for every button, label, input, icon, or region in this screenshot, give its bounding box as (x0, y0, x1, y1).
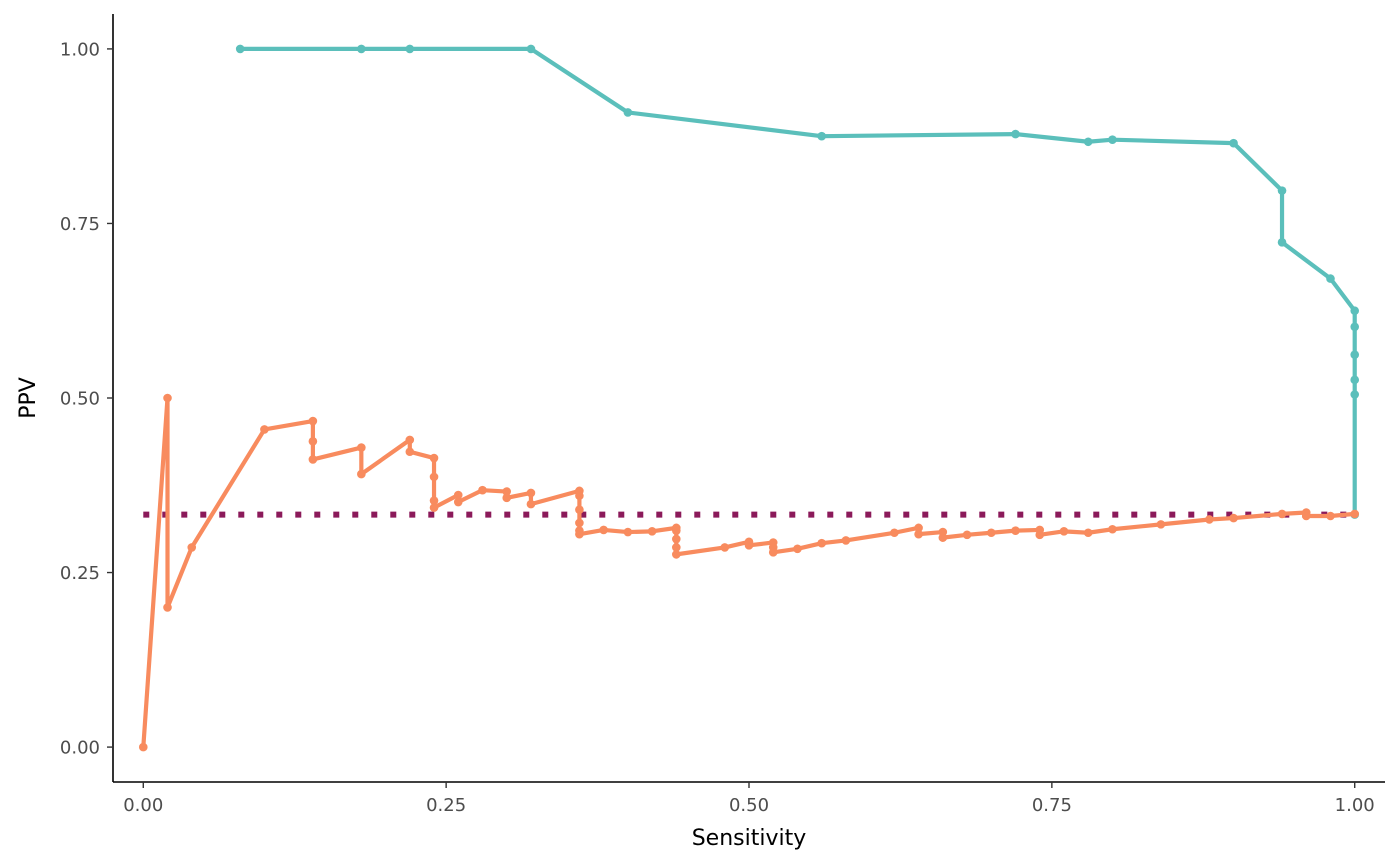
data-point (405, 435, 415, 445)
data-point (429, 503, 439, 512)
series-layer (138, 44, 1360, 752)
series-line (238, 46, 1357, 517)
data-point (478, 485, 487, 495)
y-axis-title: PPV (16, 377, 41, 419)
data-point (1326, 511, 1335, 521)
data-point (647, 527, 657, 536)
data-point (962, 530, 972, 540)
data-point (672, 526, 681, 535)
data-point (914, 529, 923, 539)
data-point (817, 131, 826, 141)
data-point (986, 528, 996, 538)
data-point (235, 44, 245, 54)
data-point (1350, 350, 1360, 360)
data-point (672, 534, 681, 544)
data-point (1108, 135, 1117, 144)
data-point (1035, 530, 1045, 540)
data-point (672, 550, 681, 559)
data-point (526, 44, 536, 54)
x-tick-label: 0.00 (123, 795, 163, 816)
data-point (1350, 390, 1360, 399)
data-point (1350, 322, 1360, 332)
series-2 (138, 393, 1360, 752)
data-point (599, 525, 608, 535)
data-point (575, 505, 584, 515)
y-axis-ticks: 0.00 0.25 0.50 0.75 1.00 (60, 39, 113, 759)
data-point (720, 543, 730, 552)
data-point (1277, 186, 1287, 195)
data-point (793, 544, 802, 554)
data-point (357, 469, 366, 479)
data-point (672, 543, 681, 552)
data-point (163, 603, 172, 612)
data-point (1277, 509, 1287, 519)
y-tick-label: 0.25 (60, 563, 100, 584)
data-point (1205, 515, 1214, 524)
data-point (623, 108, 633, 117)
data-point (357, 443, 366, 452)
data-point (575, 529, 584, 539)
x-axis-ticks: 0.00 0.25 0.50 0.75 1.00 (123, 782, 1375, 816)
data-point (938, 533, 948, 542)
data-point (526, 499, 536, 509)
data-point (575, 491, 584, 501)
data-point (1277, 238, 1287, 247)
plot-area (138, 44, 1360, 752)
data-point (187, 543, 197, 552)
data-point (429, 472, 439, 482)
data-point (453, 490, 463, 500)
series-1 (235, 44, 1360, 519)
data-point (1083, 137, 1093, 147)
x-tick-label: 0.50 (729, 795, 769, 816)
data-point (575, 518, 584, 528)
data-point (1083, 528, 1093, 538)
data-point (138, 742, 148, 752)
y-tick-label: 0.50 (60, 389, 100, 410)
data-point (502, 487, 512, 496)
data-point (429, 453, 439, 463)
data-point (890, 528, 899, 538)
data-point (502, 493, 512, 503)
data-point (744, 541, 754, 550)
y-tick-label: 0.75 (60, 214, 100, 235)
data-point (1350, 509, 1360, 519)
data-point (1156, 520, 1166, 529)
data-point (1108, 524, 1117, 534)
data-point (1350, 375, 1360, 385)
data-point (526, 488, 536, 498)
data-point (1059, 527, 1069, 536)
data-point (163, 393, 172, 403)
x-tick-label: 0.25 (426, 795, 466, 816)
data-point (405, 447, 415, 457)
x-axis-title: Sensitivity (692, 826, 807, 851)
data-point (1011, 129, 1020, 139)
y-tick-label: 0.00 (60, 738, 100, 759)
data-point (1326, 274, 1335, 283)
data-point (841, 536, 851, 545)
data-point (453, 497, 463, 507)
data-point (429, 496, 439, 505)
data-point (308, 416, 318, 426)
data-point (405, 44, 415, 54)
y-tick-label: 1.00 (60, 39, 100, 60)
data-point (1229, 513, 1238, 523)
x-tick-label: 0.75 (1032, 795, 1072, 816)
data-point (357, 44, 366, 54)
series-line (141, 395, 1357, 750)
x-tick-label: 1.00 (1335, 795, 1375, 816)
data-point (817, 538, 826, 548)
data-point (1301, 511, 1311, 521)
data-point (260, 425, 269, 434)
data-point (1011, 526, 1020, 535)
data-point (1229, 138, 1238, 148)
data-point (768, 548, 778, 557)
data-point (308, 436, 318, 446)
data-point (623, 527, 633, 537)
data-point (308, 455, 318, 464)
data-point (1350, 306, 1360, 316)
data-point (914, 523, 923, 533)
